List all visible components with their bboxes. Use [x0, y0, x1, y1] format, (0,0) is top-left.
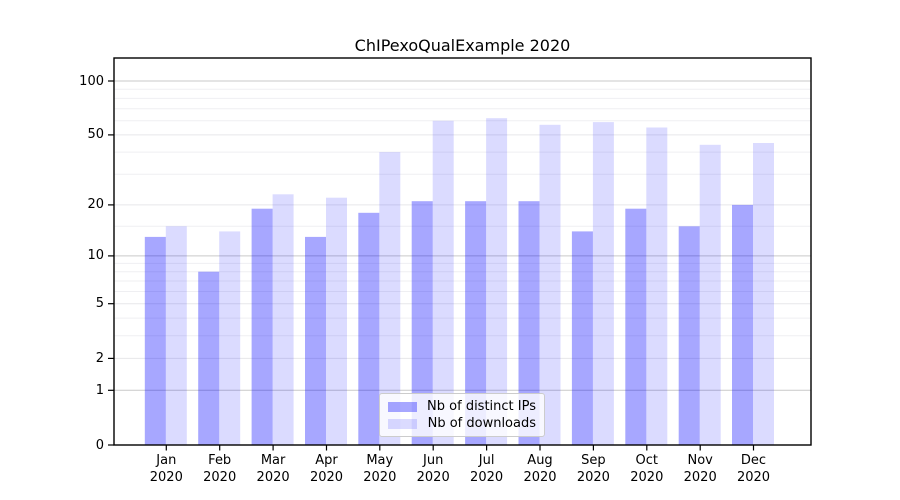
bar-distinct-ips-sep — [571, 231, 593, 445]
chart-title: ChIPexoQualExample 2020 — [354, 36, 571, 55]
bar-downloads-nov — [699, 144, 721, 446]
bar-distinct-ips-oct — [625, 208, 647, 445]
bar-downloads-mar — [272, 194, 294, 445]
bar-downloads-jan — [165, 226, 187, 445]
axis-frame — [113, 57, 812, 446]
bar-downloads-may — [379, 152, 401, 445]
legend-label-distinct-ips: Nb of distinct IPs — [427, 399, 536, 414]
legend-swatch-downloads — [388, 418, 417, 429]
bar-downloads-feb — [219, 231, 241, 445]
legend: Nb of distinct IPs Nb of downloads — [379, 393, 545, 437]
bar-distinct-ips-apr — [305, 236, 326, 445]
legend-swatch-distinct-ips — [388, 401, 417, 412]
legend-item-downloads: Nb of downloads — [388, 416, 536, 431]
bar-distinct-ips-dec — [732, 204, 753, 445]
bar-downloads-dec — [753, 143, 774, 445]
bar-distinct-ips-jun — [411, 201, 433, 445]
bar-distinct-ips-jul — [465, 201, 487, 445]
bar-distinct-ips-nov — [678, 226, 700, 445]
bar-distinct-ips-may — [358, 212, 380, 445]
bar-distinct-ips-aug — [518, 201, 540, 445]
bar-downloads-sep — [592, 122, 614, 445]
bar-downloads-oct — [646, 127, 668, 445]
bar-distinct-ips-mar — [251, 208, 273, 445]
bar-distinct-ips-feb — [198, 271, 220, 445]
bar-downloads-jul — [486, 118, 508, 445]
bar-distinct-ips-jan — [144, 236, 166, 445]
bar-downloads-aug — [539, 124, 561, 446]
legend-item-distinct-ips: Nb of distinct IPs — [388, 399, 536, 414]
bar-downloads-apr — [326, 197, 347, 445]
legend-label-downloads: Nb of downloads — [427, 416, 536, 431]
bar-downloads-jun — [432, 120, 454, 446]
